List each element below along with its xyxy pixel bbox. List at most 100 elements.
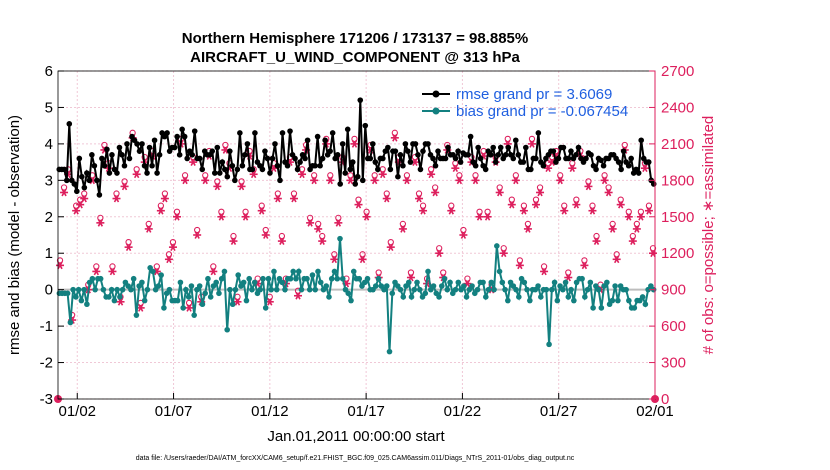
- y-left-tick-label: 0: [45, 282, 53, 299]
- obs-possible-point: [407, 269, 415, 276]
- bias-point: [623, 286, 629, 293]
- obs-assimilated-point: [471, 176, 480, 185]
- obs-possible-point: [500, 245, 507, 252]
- bias-point: [337, 235, 343, 242]
- bias-point: [579, 275, 585, 282]
- obs-assimilated-stroke: [202, 176, 208, 185]
- obs-assimilated-stroke: [388, 243, 394, 252]
- obs-assimilated-stroke: [593, 237, 600, 245]
- bias-point: [609, 297, 616, 304]
- rmse-point: [420, 148, 426, 154]
- obs-possible-point: [153, 263, 160, 270]
- bias-point: [119, 286, 126, 293]
- y-axis-right: 0 300 600 900 1200 1500 1800 2100 2400 2700: [649, 63, 694, 408]
- obs-possible-point: [561, 202, 568, 209]
- rmse-point: [227, 148, 233, 154]
- obs-assimilated-point: [402, 176, 411, 185]
- rmse-point: [555, 155, 562, 162]
- x-tick-label: 01/27: [540, 403, 578, 420]
- rmse-point: [329, 130, 336, 136]
- rmse-point: [99, 155, 105, 162]
- rmse-point: [302, 155, 308, 162]
- obs-possible-point: [589, 202, 596, 209]
- obs-possible-point: [415, 190, 423, 197]
- obs-assimilated-point: [209, 267, 218, 276]
- rmse-point: [349, 159, 356, 165]
- obs-assimilated-stroke: [117, 297, 124, 306]
- rmse-point: [297, 159, 303, 165]
- rmse-point: [149, 162, 155, 169]
- x-tick-label: 01/17: [347, 403, 385, 420]
- bias-point: [447, 279, 453, 286]
- bias-point: [331, 268, 338, 275]
- bias-point: [106, 294, 112, 300]
- bias-point: [425, 268, 431, 275]
- obs-assimilated-stroke: [73, 206, 79, 215]
- y-axis-right-label: # of obs: o=possible; ∗=assimilated: [700, 116, 717, 355]
- bias-point: [474, 286, 481, 293]
- bias-point: [642, 301, 649, 308]
- bias-point: [364, 275, 371, 282]
- obs-possible-point: [629, 232, 636, 240]
- obs-assimilated-stroke: [646, 206, 652, 215]
- obs-possible-point: [246, 147, 253, 155]
- bias-point: [455, 279, 462, 286]
- obs-possible-point: [157, 202, 165, 209]
- obs-possible-point: [585, 178, 592, 185]
- obs-assimilated-stroke: [125, 243, 132, 252]
- bias-point: [345, 290, 352, 297]
- legend-bias-marker: [432, 107, 440, 115]
- obs-possible-point: [363, 208, 370, 215]
- obs-possible-point: [621, 141, 628, 149]
- bias-point: [251, 279, 258, 286]
- bias-point: [469, 283, 475, 289]
- rmse-point: [199, 166, 206, 173]
- y-right-tick-label: 300: [661, 355, 686, 372]
- bias-point: [207, 294, 214, 300]
- obs-assimilated-stroke: [569, 164, 576, 173]
- rmse-point: [211, 170, 218, 176]
- obs-possible-point: [581, 257, 588, 264]
- obs-assimilated-point: [201, 176, 210, 185]
- obs-possible-point: [399, 220, 407, 228]
- y-right-tick-label: 1800: [661, 172, 694, 189]
- obs-assimilated-point: [346, 176, 355, 185]
- obs-possible-point: [496, 184, 503, 191]
- obs-possible-point: [403, 172, 411, 179]
- y-axis-left: -3 -2 -1 0 1 2 3 4 5 6: [40, 63, 64, 408]
- rmse-point: [583, 155, 589, 162]
- obs-assimilated-point: [306, 218, 315, 227]
- rmse-point: [327, 148, 333, 154]
- rmse-point: [490, 144, 497, 151]
- bias-point: [199, 301, 206, 308]
- rmse-point: [415, 152, 421, 158]
- rmse-point: [272, 141, 278, 147]
- rmse-point: [184, 155, 190, 162]
- obs-assimilated-point: [160, 194, 169, 203]
- bias-point: [612, 283, 618, 289]
- y-left-tick-label: -3: [40, 391, 53, 408]
- obs-assimilated-point: [193, 231, 202, 239]
- bias-point: [463, 294, 470, 300]
- obs-possible-point: [355, 196, 362, 203]
- y-left-tick-label: -1: [40, 318, 53, 335]
- bias-point: [70, 286, 76, 293]
- obs-assimilated-stroke: [267, 297, 273, 306]
- bias-point: [595, 286, 602, 293]
- obs-assimilated-point: [185, 304, 194, 312]
- obs-assimilated-stroke: [291, 194, 297, 203]
- rmse-point: [520, 159, 527, 165]
- bias-point: [249, 286, 255, 293]
- obs-assimilated-stroke: [190, 158, 196, 166]
- bias-point: [441, 275, 448, 282]
- obs-assimilated-point: [273, 194, 282, 203]
- obs-assimilated-point: [523, 225, 532, 233]
- bias-point: [97, 275, 104, 282]
- obs-possible-point: [347, 172, 354, 179]
- obs-assimilated-stroke: [472, 176, 479, 185]
- rmse-point: [354, 173, 361, 180]
- obs-possible-point: [218, 208, 225, 215]
- rmse-point: [618, 166, 624, 173]
- bias-point: [480, 279, 486, 286]
- rmse-point: [425, 141, 431, 147]
